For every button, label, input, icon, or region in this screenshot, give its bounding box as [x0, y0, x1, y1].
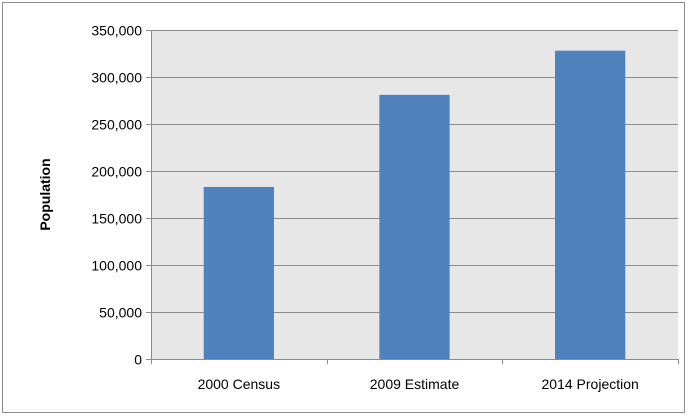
bars	[203, 50, 626, 360]
x-tick-label: 2009 Estimate	[370, 376, 460, 392]
y-tick-label: 200,000	[91, 164, 142, 180]
bar	[379, 94, 450, 360]
y-tick-label: 250,000	[91, 117, 142, 133]
x-axis-ticks: 2000 Census 2009 Estimate 2014 Projection	[151, 359, 679, 392]
y-tick-label: 150,000	[91, 211, 142, 227]
bar	[555, 50, 626, 360]
y-tick-label: 350,000	[91, 23, 142, 39]
y-tick-label: 100,000	[91, 258, 142, 274]
y-tick-label: 0	[134, 352, 142, 368]
y-tick-label: 50,000	[99, 305, 142, 321]
x-tick-label: 2014 Projection	[542, 376, 639, 392]
y-tick-label: 300,000	[91, 70, 142, 86]
bar	[203, 186, 274, 359]
x-tick-label: 2000 Census	[198, 376, 281, 392]
y-axis-ticks: 0 50,000 100,000 150,000 200,000 250,000 300,0…	[91, 23, 151, 368]
y-axis-title: Population	[37, 158, 53, 230]
